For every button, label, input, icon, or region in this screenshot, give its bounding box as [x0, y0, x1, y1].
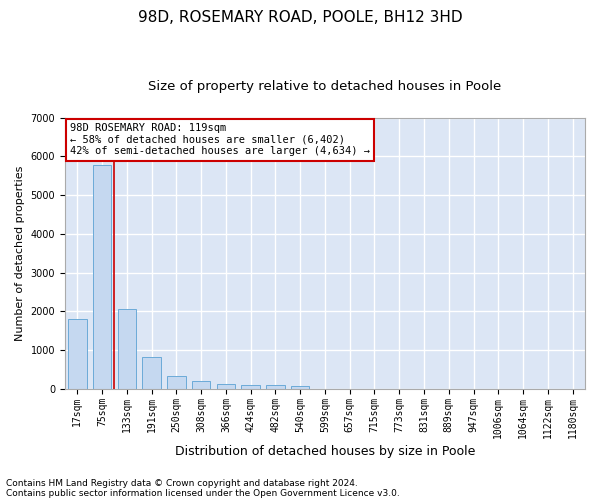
Text: 98D ROSEMARY ROAD: 119sqm
← 58% of detached houses are smaller (6,402)
42% of se: 98D ROSEMARY ROAD: 119sqm ← 58% of detac…	[70, 123, 370, 156]
Bar	[68, 320, 86, 389]
Y-axis label: Number of detached properties: Number of detached properties	[15, 166, 25, 341]
Bar	[291, 386, 310, 389]
Bar	[93, 164, 112, 389]
Text: 98D, ROSEMARY ROAD, POOLE, BH12 3HD: 98D, ROSEMARY ROAD, POOLE, BH12 3HD	[137, 10, 463, 25]
Bar	[167, 376, 185, 389]
Bar	[118, 309, 136, 389]
Bar	[217, 384, 235, 389]
Bar	[192, 381, 211, 389]
Title: Size of property relative to detached houses in Poole: Size of property relative to detached ho…	[148, 80, 502, 93]
Bar	[266, 385, 285, 389]
Text: Contains HM Land Registry data © Crown copyright and database right 2024.: Contains HM Land Registry data © Crown c…	[6, 478, 358, 488]
Bar	[142, 357, 161, 389]
Bar	[241, 385, 260, 389]
X-axis label: Distribution of detached houses by size in Poole: Distribution of detached houses by size …	[175, 444, 475, 458]
Text: Contains public sector information licensed under the Open Government Licence v3: Contains public sector information licen…	[6, 488, 400, 498]
